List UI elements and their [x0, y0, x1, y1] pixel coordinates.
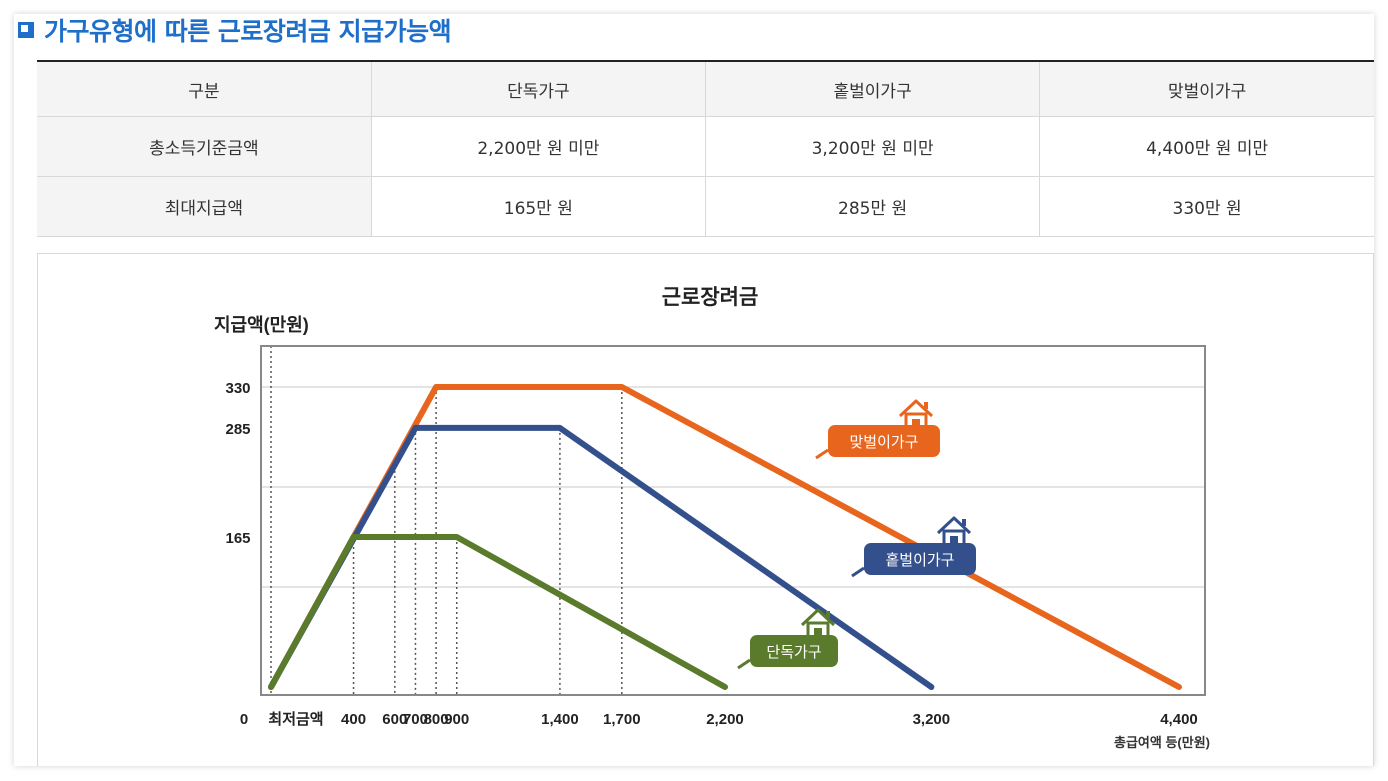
x-tick-label: 900 [444, 711, 469, 728]
table-cell: 2,200만 원 미만 [371, 116, 707, 177]
table-cell: 165만 원 [371, 176, 707, 237]
x-zero-label: 0 [240, 711, 248, 728]
series-label-connector [737, 658, 751, 670]
series-label-text: 홑벌이가구 [885, 552, 954, 569]
table-header-row: 구분 단독가구 홑벌이가구 맞벌이가구 [37, 61, 1374, 117]
table-header-cell: 맞벌이가구 [1039, 61, 1374, 117]
square-bullet-icon [18, 22, 34, 38]
y-tick-label: 165 [225, 530, 250, 547]
table-cell: 3,200만 원 미만 [705, 116, 1041, 177]
series-line [268, 534, 728, 690]
series-label: 단독가구 [737, 608, 838, 670]
house-icon [898, 399, 934, 431]
page-title: 가구유형에 따른 근로장려금 지급가능액 [44, 17, 452, 46]
table-cell: 330만 원 [1039, 176, 1374, 237]
x-tick-label: 400 [341, 711, 366, 728]
table-header-cell: 단독가구 [371, 61, 707, 117]
x-min-label: 최저금액 [268, 710, 323, 728]
series-label: 홑벌이가구 [851, 516, 976, 578]
series-label-box [750, 635, 838, 667]
x-tick-label: 1,400 [541, 711, 579, 728]
y-tick-label: 330 [225, 380, 250, 397]
table-header-cell: 구분 [37, 61, 372, 117]
series-label-box [864, 543, 976, 575]
benefit-chart: 근로장려금 지급액(만원) 총급여액 등(만원) 0 최저금액 400 60070… [214, 286, 1210, 750]
x-tick-label: 600 [382, 711, 407, 728]
x-tick-label: 700 [403, 711, 428, 728]
y-tick-label: 285 [225, 421, 250, 438]
plot-frame [260, 345, 1206, 696]
chart-title: 근로장려금 [662, 286, 759, 309]
table-cell: 최대지급액 [37, 176, 372, 237]
y-axis-label: 지급액(만원) [214, 315, 309, 335]
x-tick-label: 2,200 [706, 711, 744, 728]
table-row: 총소득기준금액 2,200만 원 미만 3,200만 원 미만 4,400만 원… [37, 116, 1374, 177]
section-heading: 가구유형에 따른 근로장려금 지급가능액 [14, 14, 452, 46]
table-cell: 285만 원 [705, 176, 1041, 237]
series-label-text: 맞벌이가구 [849, 434, 918, 451]
content-card: 가구유형에 따른 근로장려금 지급가능액 구분 단독가구 홑벌이가구 맞벌이가구… [14, 14, 1374, 766]
table-header-cell: 홑벌이가구 [705, 61, 1041, 117]
x-tick-label: 800 [424, 711, 449, 728]
series-label-box [828, 425, 940, 457]
series-label-connector [851, 566, 865, 578]
series-label-connector [815, 448, 829, 460]
chart-container: 근로장려금 지급액(만원) 총급여액 등(만원) 0 최저금액 400 600 70… [37, 253, 1374, 766]
house-icon [936, 516, 972, 548]
series-label: 맞벌이가구 [815, 399, 940, 460]
x-tick-label: 1,700 [603, 711, 641, 728]
x-tick-label: 3,200 [913, 711, 951, 728]
table-cell: 4,400만 원 미만 [1039, 116, 1374, 177]
house-icon [800, 608, 836, 640]
series-label-text: 단독가구 [766, 644, 821, 661]
x-tick-label: 4,400 [1160, 711, 1198, 728]
table-cell: 총소득기준금액 [37, 116, 372, 177]
x-axis-label: 총급여액 등(만원) [1114, 735, 1210, 750]
benefit-table: 구분 단독가구 홑벌이가구 맞벌이가구 총소득기준금액 2,200만 원 미만 … [37, 60, 1374, 237]
table-row: 최대지급액 165만 원 285만 원 330만 원 [37, 176, 1374, 237]
